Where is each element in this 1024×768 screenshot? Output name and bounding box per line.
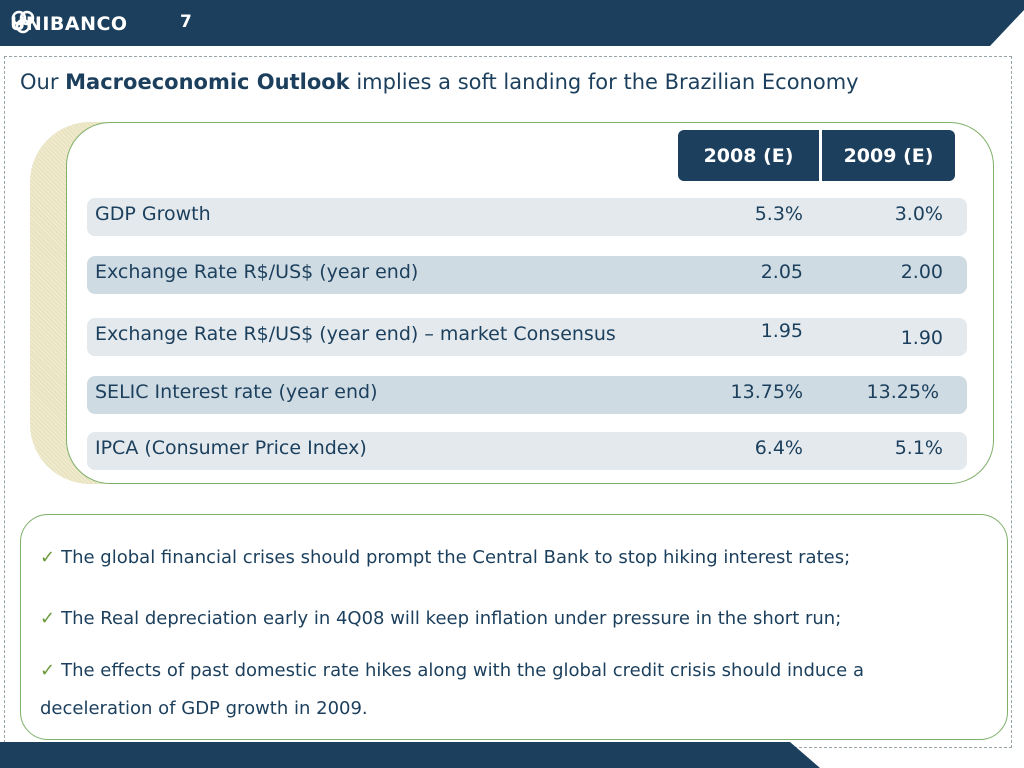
row-value-2009: 5.1%: [894, 437, 943, 459]
row-value-2008: 2.05: [760, 261, 803, 283]
title-suffix: implies a soft landing for the Brazilian…: [349, 70, 859, 94]
row-value-2009: 1.90: [900, 327, 943, 349]
row-value-2008: 13.75%: [730, 381, 803, 403]
header-band: UNIBANCO 7: [0, 0, 1024, 50]
check-icon: ✓: [40, 547, 56, 568]
bullet-text: The effects of past domestic rate hikes …: [40, 660, 865, 719]
table-row-ipca: IPCA (Consumer Price Index) 6.4% 5.1%: [87, 432, 967, 470]
row-value-2008: 6.4%: [754, 437, 803, 459]
row-label: SELIC Interest rate (year end): [95, 381, 378, 403]
table-row-exchange-rate: Exchange Rate R$/US$ (year end) 2.05 2.0…: [87, 256, 967, 294]
commentary-panel: [20, 514, 1008, 740]
column-header-2009: 2009 (E): [822, 130, 955, 181]
row-value-2009: 2.00: [900, 261, 943, 283]
row-value-2009: 3.0%: [894, 203, 943, 225]
title-prefix: Our: [20, 70, 66, 94]
outlook-panel: [66, 122, 994, 484]
header-shape: [0, 0, 1024, 46]
table-row-gdp: GDP Growth 5.3% 3.0%: [87, 198, 967, 236]
row-value-2008: 5.3%: [754, 203, 803, 225]
row-value-2008: 1.95: [760, 320, 803, 342]
column-header-2008: 2008 (E): [678, 130, 819, 181]
row-label: GDP Growth: [95, 203, 211, 225]
title-bold: Macroeconomic Outlook: [65, 70, 350, 94]
page-number: 7: [180, 12, 192, 32]
table-row-exchange-rate-consensus: Exchange Rate R$/US$ (year end) – market…: [87, 318, 967, 356]
bullet-text: The global financial crises should promp…: [61, 547, 851, 568]
row-value-2009: 13.25%: [866, 381, 939, 403]
bullet-item: ✓ The Real depreciation early in 4Q08 wil…: [40, 600, 970, 638]
page-title: Our Macroeconomic Outlook implies a soft…: [20, 70, 859, 94]
bullet-item: ✓ The global financial crises should prom…: [40, 539, 970, 577]
bullet-text: The Real depreciation early in 4Q08 will…: [61, 608, 842, 629]
table-row-selic: SELIC Interest rate (year end) 13.75% 13…: [87, 376, 967, 414]
row-label: IPCA (Consumer Price Index): [95, 437, 367, 459]
row-label: Exchange Rate R$/US$ (year end) – market…: [95, 323, 616, 345]
row-label: Exchange Rate R$/US$ (year end): [95, 261, 419, 283]
brand-name: UNIBANCO: [10, 13, 128, 35]
bullet-item: ✓ The effects of past domestic rate hikes…: [40, 652, 970, 728]
check-icon: ✓: [40, 608, 56, 629]
unibanco-logo: UNIBANCO: [10, 9, 128, 39]
check-icon: ✓: [40, 660, 56, 681]
footer-band: [0, 742, 820, 768]
unibanco-logo-icon: [11, 10, 35, 34]
